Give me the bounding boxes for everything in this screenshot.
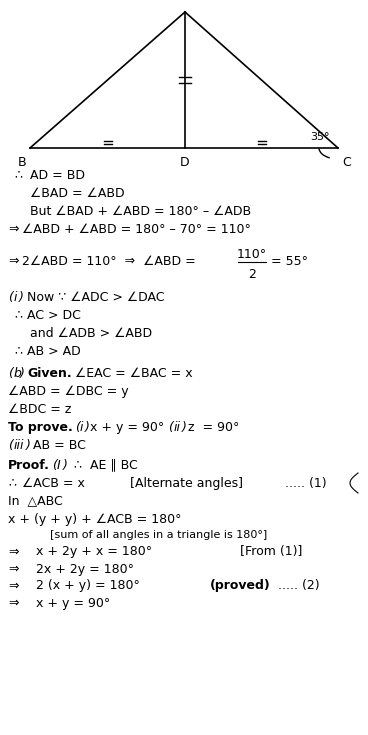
Text: [sum of all angles in a triangle is 180°]: [sum of all angles in a triangle is 180°… bbox=[50, 530, 267, 540]
Text: But ∠BAD + ∠ABD = 180° – ∠ADB: But ∠BAD + ∠ABD = 180° – ∠ADB bbox=[30, 204, 251, 218]
Text: ⇒: ⇒ bbox=[8, 579, 18, 592]
Text: 2∠ABD = 110°  ⇒  ∠ABD =: 2∠ABD = 110° ⇒ ∠ABD = bbox=[22, 254, 196, 268]
Text: b: b bbox=[14, 367, 22, 379]
Text: = 55°: = 55° bbox=[271, 254, 308, 268]
Text: and ∠ADB > ∠ABD: and ∠ADB > ∠ABD bbox=[30, 326, 152, 340]
Text: AB > AD: AB > AD bbox=[27, 345, 81, 357]
Text: [From (1)]: [From (1)] bbox=[240, 545, 302, 559]
Text: Given.: Given. bbox=[27, 367, 72, 379]
Text: ∠ABD + ∠ABD = 180° – 70° = 110°: ∠ABD + ∠ABD = 180° – 70° = 110° bbox=[22, 223, 251, 235]
Text: ∠BDC = z: ∠BDC = z bbox=[8, 403, 71, 415]
Text: i: i bbox=[80, 420, 84, 434]
Text: 2 (x + y) = 180°: 2 (x + y) = 180° bbox=[36, 579, 140, 592]
Text: ⇒: ⇒ bbox=[8, 597, 18, 609]
Text: ∠EAC = ∠BAC = x: ∠EAC = ∠BAC = x bbox=[75, 367, 192, 379]
Text: i: i bbox=[14, 290, 18, 304]
Text: D: D bbox=[180, 156, 190, 169]
Text: B: B bbox=[17, 156, 26, 169]
Text: ⇒: ⇒ bbox=[8, 545, 18, 559]
Text: (proved): (proved) bbox=[210, 579, 271, 592]
Text: 2x + 2y = 180°: 2x + 2y = 180° bbox=[36, 562, 134, 576]
Text: Now ∵ ∠ADC > ∠DAC: Now ∵ ∠ADC > ∠DAC bbox=[27, 290, 164, 304]
Text: ii: ii bbox=[174, 420, 181, 434]
Text: x + y = 90°: x + y = 90° bbox=[90, 420, 164, 434]
Text: (: ( bbox=[75, 420, 80, 434]
Text: ∴: ∴ bbox=[14, 345, 22, 357]
Text: (: ( bbox=[8, 290, 13, 304]
Text: (: ( bbox=[8, 367, 13, 379]
Text: A: A bbox=[181, 0, 189, 2]
Text: 35°: 35° bbox=[310, 132, 329, 142]
Text: ⇒: ⇒ bbox=[8, 254, 18, 268]
Text: x + y = 90°: x + y = 90° bbox=[36, 597, 110, 609]
Text: iii: iii bbox=[14, 439, 25, 451]
Text: ∴: ∴ bbox=[14, 168, 22, 182]
Text: ∴: ∴ bbox=[8, 476, 16, 490]
Text: ∴: ∴ bbox=[14, 309, 22, 321]
Text: ∠BAD = ∠ABD: ∠BAD = ∠ABD bbox=[30, 187, 125, 199]
Text: z  = 90°: z = 90° bbox=[188, 420, 239, 434]
Text: ): ) bbox=[19, 290, 24, 304]
Text: 2: 2 bbox=[248, 268, 256, 281]
Text: (: ( bbox=[8, 439, 13, 451]
Text: 110°: 110° bbox=[237, 248, 267, 260]
Text: ): ) bbox=[85, 420, 90, 434]
Text: ∠ABD = ∠DBC = y: ∠ABD = ∠DBC = y bbox=[8, 384, 129, 398]
Text: ∴  AE ∥ BC: ∴ AE ∥ BC bbox=[74, 459, 138, 471]
Text: [Alternate angles]: [Alternate angles] bbox=[130, 476, 243, 490]
Text: ⇒: ⇒ bbox=[8, 223, 18, 235]
Text: ): ) bbox=[26, 439, 31, 451]
Text: AC > DC: AC > DC bbox=[27, 309, 81, 321]
Text: AB = BC: AB = BC bbox=[33, 439, 86, 451]
Text: C: C bbox=[342, 156, 351, 169]
Text: ∠ACB = x: ∠ACB = x bbox=[22, 476, 85, 490]
Text: x + 2y + x = 180°: x + 2y + x = 180° bbox=[36, 545, 152, 559]
Text: ..... (2): ..... (2) bbox=[278, 579, 320, 592]
Text: ⇒: ⇒ bbox=[8, 562, 18, 576]
Text: Proof.: Proof. bbox=[8, 459, 50, 471]
Text: In  △ABC: In △ABC bbox=[8, 495, 63, 507]
Text: x + (y + y) + ∠ACB = 180°: x + (y + y) + ∠ACB = 180° bbox=[8, 512, 181, 526]
Text: (: ( bbox=[168, 420, 173, 434]
Text: ): ) bbox=[20, 367, 25, 379]
Text: AD = BD: AD = BD bbox=[30, 168, 85, 182]
Text: ): ) bbox=[63, 459, 68, 471]
Text: To prove.: To prove. bbox=[8, 420, 73, 434]
Text: ): ) bbox=[182, 420, 187, 434]
Text: (: ( bbox=[52, 459, 57, 471]
Text: I: I bbox=[57, 459, 61, 471]
Text: ..... (1): ..... (1) bbox=[285, 476, 327, 490]
